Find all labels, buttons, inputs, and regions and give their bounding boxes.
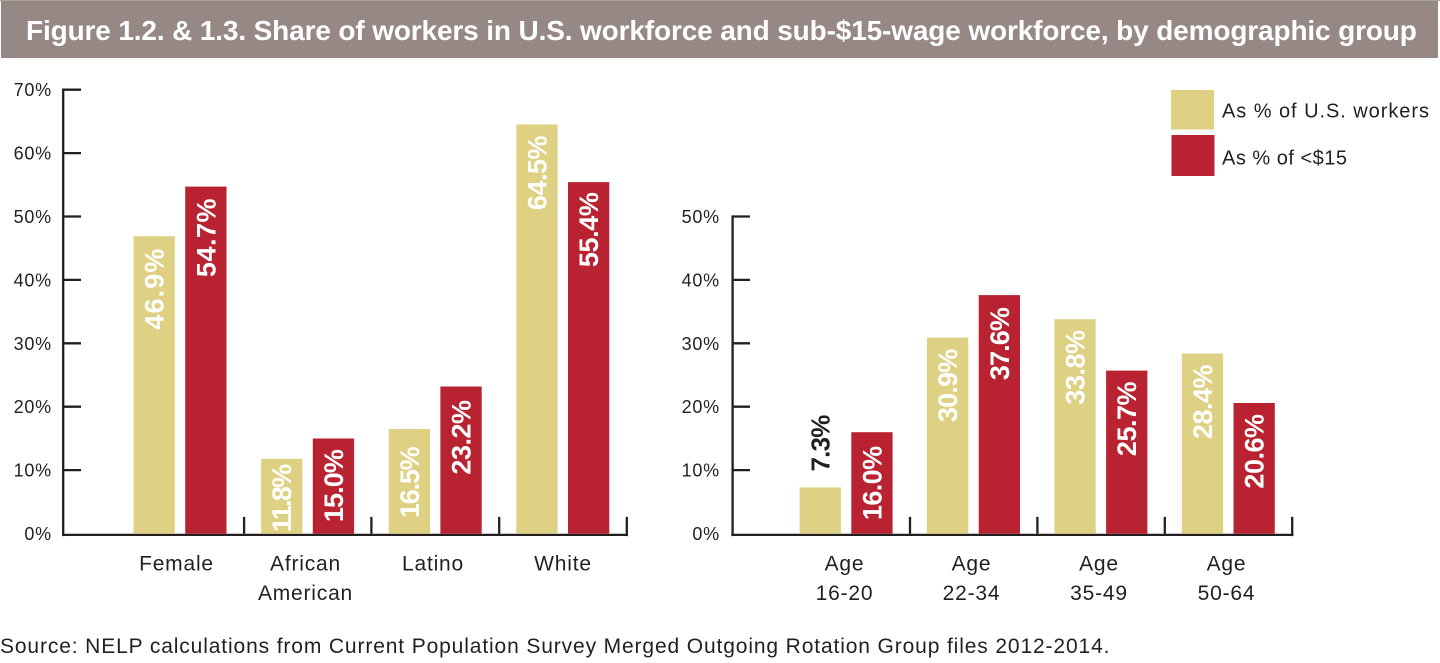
svg-text:60%: 60%	[14, 144, 52, 164]
svg-text:33.8%: 33.8%	[1061, 330, 1091, 405]
svg-text:20.6%: 20.6%	[1240, 414, 1270, 489]
svg-text:55.4%: 55.4%	[574, 192, 604, 267]
svg-text:30.9%: 30.9%	[933, 349, 963, 422]
svg-text:46.9%: 46.9%	[140, 248, 170, 330]
svg-text:11.8%: 11.8%	[267, 464, 297, 532]
svg-text:54.7%: 54.7%	[191, 198, 221, 277]
svg-text:50%: 50%	[682, 207, 720, 227]
svg-text:22-34: 22-34	[943, 582, 1001, 605]
svg-text:Latino: Latino	[402, 553, 464, 576]
svg-text:30%: 30%	[14, 334, 52, 354]
svg-text:15.0%: 15.0%	[319, 449, 349, 522]
svg-text:10%: 10%	[682, 461, 720, 481]
svg-text:African: African	[270, 553, 341, 576]
svg-text:As % of U.S. workers: As % of U.S. workers	[1222, 101, 1430, 123]
svg-text:0%: 0%	[692, 524, 720, 544]
svg-text:Female: Female	[139, 553, 214, 576]
svg-text:35-49: 35-49	[1070, 582, 1128, 605]
svg-text:Age: Age	[1079, 553, 1119, 576]
svg-text:American: American	[258, 582, 353, 605]
svg-text:37.6%: 37.6%	[985, 307, 1015, 380]
svg-text:16.0%: 16.0%	[857, 446, 887, 520]
svg-text:25.7%: 25.7%	[1112, 382, 1142, 457]
svg-text:20%: 20%	[14, 397, 52, 417]
svg-text:28.4%: 28.4%	[1188, 365, 1218, 440]
svg-text:White: White	[534, 553, 592, 576]
svg-text:0%: 0%	[24, 524, 52, 544]
svg-text:30%: 30%	[682, 334, 720, 354]
svg-text:Age: Age	[952, 553, 992, 576]
svg-text:70%: 70%	[14, 80, 52, 100]
svg-text:16.5%: 16.5%	[395, 446, 425, 518]
svg-text:50%: 50%	[14, 207, 52, 227]
svg-text:Age: Age	[1207, 553, 1247, 576]
svg-text:64.5%: 64.5%	[522, 136, 552, 211]
svg-text:Age: Age	[825, 553, 865, 576]
svg-text:40%: 40%	[682, 270, 720, 290]
svg-text:7.3%: 7.3%	[805, 415, 835, 472]
svg-text:23.2%: 23.2%	[447, 400, 477, 475]
svg-text:16-20: 16-20	[816, 582, 874, 605]
svg-text:20%: 20%	[682, 397, 720, 417]
svg-text:10%: 10%	[14, 461, 52, 481]
svg-text:50-64: 50-64	[1198, 582, 1256, 605]
svg-text:As % of <$15: As % of <$15	[1222, 148, 1348, 170]
svg-text:40%: 40%	[14, 270, 52, 290]
